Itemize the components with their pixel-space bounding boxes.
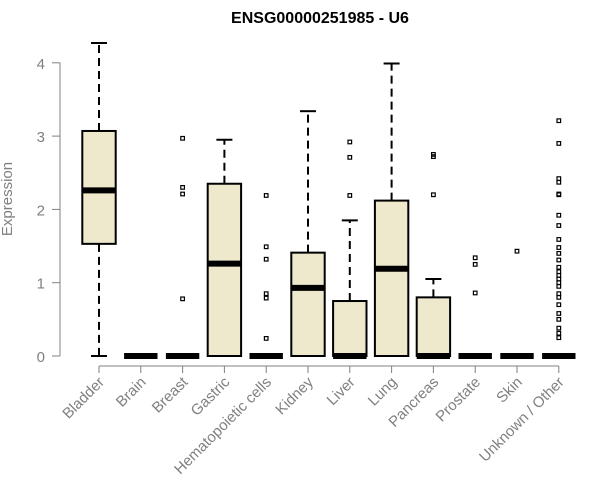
boxes-layer	[81, 42, 576, 359]
y-tick-label: 1	[37, 276, 45, 293]
outlier-point	[556, 302, 562, 308]
outlier-point	[556, 272, 562, 278]
x-tick-label: Prostate	[432, 374, 484, 426]
outlier-point	[556, 269, 562, 275]
outlier-point	[556, 276, 562, 282]
box-group	[165, 135, 200, 359]
outlier-point	[556, 176, 562, 182]
outlier-point	[556, 325, 562, 331]
box	[373, 199, 410, 357]
outlier-point	[263, 295, 269, 301]
x-tick-label: Bladder	[59, 374, 108, 423]
y-tick-label: 3	[37, 129, 45, 146]
outlier-point	[556, 141, 562, 146]
outlier-point	[263, 291, 269, 297]
box-group	[458, 255, 492, 359]
box-group	[206, 138, 243, 357]
outlier-point	[263, 244, 269, 250]
outlier-point	[263, 193, 269, 198]
outlier-point	[472, 290, 478, 296]
x-tick-label: Brain	[113, 374, 150, 411]
outlier-point	[556, 250, 562, 256]
y-tick-label: 4	[37, 56, 45, 73]
box-group	[81, 42, 117, 357]
outlier-point	[556, 291, 562, 297]
outlier-point	[556, 280, 562, 286]
x-tick-label: Liver	[324, 374, 359, 409]
outlier-point	[556, 192, 562, 198]
outlier-point	[556, 212, 562, 218]
outlier-point	[431, 154, 436, 160]
outlier-point	[556, 118, 562, 124]
outlier-point	[431, 192, 436, 198]
outlier-point	[472, 261, 478, 267]
box-group	[249, 193, 283, 359]
outlier-point	[263, 336, 269, 341]
box	[415, 296, 452, 357]
box-group	[290, 110, 326, 357]
box	[206, 182, 243, 357]
outlier-point	[556, 335, 562, 341]
outlier-point	[556, 311, 562, 316]
outlier-point	[180, 185, 186, 190]
outlier-point	[180, 135, 186, 141]
box	[332, 300, 368, 357]
box-group	[500, 248, 534, 359]
outlier-point	[556, 245, 562, 250]
box-group	[415, 152, 452, 359]
x-tick-label: Lung	[365, 374, 401, 410]
outlier-point	[556, 330, 562, 336]
box-group	[373, 62, 410, 357]
chart-title: ENSG00000251985 - U6	[231, 10, 409, 27]
outlier-point	[180, 191, 186, 197]
x-tick-label: Skin	[493, 374, 526, 407]
x-tick-label: Kidney	[272, 373, 317, 418]
y-tick-label: 0	[37, 349, 45, 366]
box	[290, 251, 326, 357]
outlier-point	[556, 294, 562, 300]
box-group	[332, 139, 368, 359]
outlier-point	[556, 316, 562, 322]
outlier-point	[556, 257, 562, 263]
y-tick-label: 2	[37, 202, 45, 219]
outlier-point	[556, 179, 562, 185]
outlier-point	[180, 296, 186, 302]
outlier-point	[556, 264, 562, 270]
outlier-point	[514, 248, 520, 254]
box-group	[542, 118, 576, 359]
outlier-point	[347, 139, 353, 145]
x-tick-label: Breast	[149, 373, 192, 416]
outlier-point	[263, 256, 269, 262]
outlier-point	[556, 237, 562, 242]
y-axis: 0 1 2 3 4	[37, 56, 61, 366]
y-axis-label: Expression	[0, 162, 16, 236]
outlier-point	[556, 283, 562, 289]
outlier-point	[347, 193, 353, 198]
outlier-point	[347, 154, 353, 160]
outlier-point	[472, 255, 478, 261]
outlier-point	[556, 223, 562, 228]
